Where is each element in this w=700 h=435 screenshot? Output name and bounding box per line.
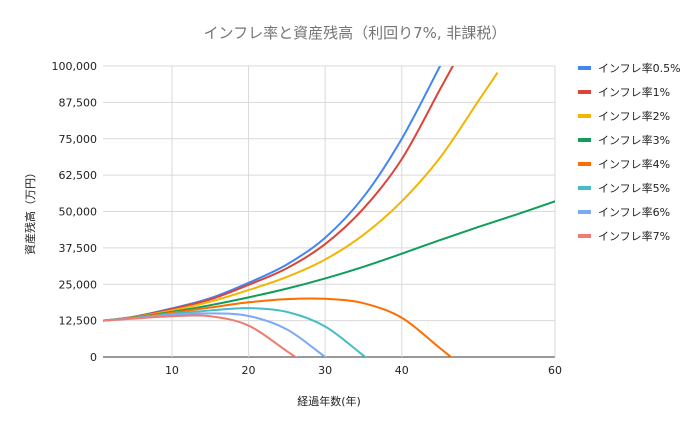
x-tick-label: 20 <box>242 364 256 377</box>
y-axis-ticks: 0 12,500 25,000 37,500 50,000 62,500 75,000 87,… <box>52 60 98 364</box>
series-line-7 <box>103 312 327 357</box>
legend-label: インフレ率3% <box>598 133 670 147</box>
x-tick-label: 30 <box>318 364 332 377</box>
y-tick-label: 0 <box>90 351 97 364</box>
y-tick-label: 12,500 <box>59 315 98 328</box>
legend-label: インフレ率4% <box>598 157 670 171</box>
grid-lines <box>103 65 556 358</box>
legend-label: インフレ率0.5% <box>598 61 681 75</box>
legend-label: インフレ率7% <box>598 229 670 243</box>
y-axis-title: 資産残高（万円） <box>23 167 37 255</box>
x-tick-label: 40 <box>395 364 409 377</box>
y-tick-label: 75,000 <box>59 133 98 146</box>
series-line-8 <box>103 314 298 357</box>
series-line-5 <box>103 297 453 357</box>
y-tick-label: 25,000 <box>59 278 98 291</box>
x-axis-ticks: 10 20 30 40 60 <box>165 364 562 377</box>
y-tick-label: 87,500 <box>59 96 98 109</box>
chart-title: インフレ率と資産残高（利回り7%, 非課税） <box>204 24 507 42</box>
x-tick-label: 10 <box>165 364 179 377</box>
series-line-3 <box>103 71 499 322</box>
series-line-2 <box>103 66 454 322</box>
legend-label: インフレ率6% <box>598 205 670 219</box>
y-tick-label: 100,000 <box>52 60 98 73</box>
y-tick-label: 50,000 <box>59 206 98 219</box>
series-line-4 <box>103 200 555 322</box>
x-tick-label: 60 <box>548 364 562 377</box>
y-tick-label: 62,500 <box>59 169 98 182</box>
x-axis-title: 経過年数(年) <box>297 394 361 408</box>
y-tick-label: 37,500 <box>59 242 98 255</box>
legend-label: インフレ率5% <box>598 181 670 195</box>
legend: インフレ率0.5% インフレ率1% インフレ率2% インフレ率3% インフレ率4% インフ… <box>578 61 681 243</box>
legend-label: インフレ率1% <box>598 85 670 99</box>
series-lines <box>103 66 555 357</box>
legend-label: インフレ率2% <box>598 109 670 123</box>
